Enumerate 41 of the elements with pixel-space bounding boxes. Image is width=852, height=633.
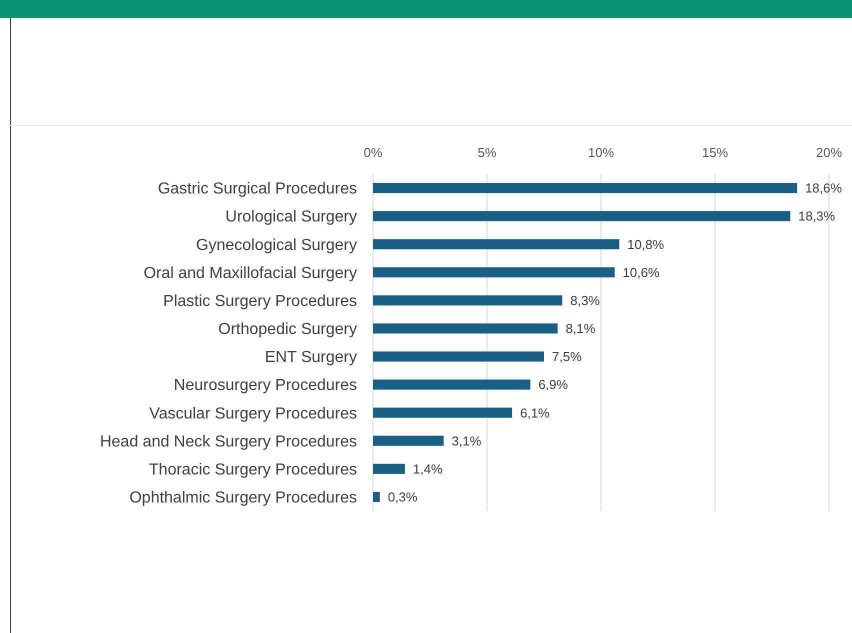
data-label: 0,3% [388, 490, 418, 505]
y-tick-label: Oral and Maxillofacial Surgery [144, 264, 357, 282]
x-tick-label: 5% [478, 145, 497, 160]
data-label: 10,8% [627, 236, 665, 252]
y-tick-label: Neurosurgery Procedures [174, 377, 357, 394]
bar [373, 436, 444, 446]
y-tick-label: Ophthalmic Surgery Procedures [129, 490, 357, 507]
data-label: 7,5% [552, 349, 582, 364]
bar [373, 464, 405, 474]
y-tick-label: ENT Surgery [264, 349, 357, 366]
y-tick-label: Head and Neck Surgery Procedures [100, 433, 357, 450]
data-label: 18,3% [798, 208, 836, 224]
bar [373, 408, 512, 418]
data-label: 8,3% [570, 292, 600, 308]
bar [373, 267, 615, 278]
y-tick-label: Thoracic Surgery Procedures [148, 461, 357, 478]
data-label: 18,6% [805, 180, 842, 196]
data-label: 1,4% [412, 461, 443, 476]
data-label: 10,6% [622, 264, 660, 280]
data-label: 3,1% [452, 433, 482, 448]
y-tick-label: Orthopedic Surgery [218, 321, 357, 338]
y-tick-label: Plastic Surgery Procedures [163, 292, 357, 310]
bar [373, 239, 620, 250]
y-tick-label: Gastric Surgical Procedures [158, 180, 357, 198]
bar [373, 351, 544, 362]
x-tick-label: 10% [588, 145, 614, 160]
bar [373, 380, 530, 390]
data-label: 8,1% [566, 321, 596, 336]
bar [373, 492, 380, 502]
x-tick-label: 15% [702, 145, 728, 160]
bar [373, 211, 790, 222]
data-label: 6,9% [538, 377, 568, 392]
y-tick-label: Urological Surgery [225, 208, 357, 226]
data-label: 6,1% [520, 405, 550, 420]
x-tick-label: 20% [816, 145, 842, 160]
bar [373, 182, 798, 194]
bar [373, 323, 558, 334]
y-tick-label: Gynecological Surgery [196, 236, 357, 254]
x-tick-label: 0% [364, 145, 383, 160]
y-tick-label: Vascular Surgery Procedures [149, 405, 357, 422]
bar [373, 295, 562, 306]
